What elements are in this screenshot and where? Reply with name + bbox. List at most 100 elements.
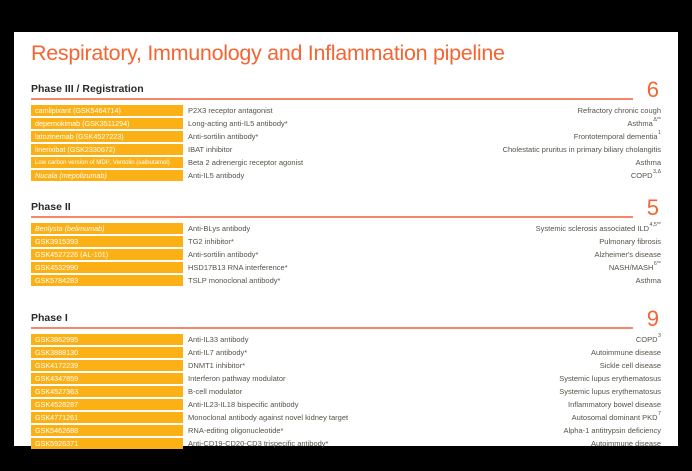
indication-cell: Asthma Δ** <box>627 117 661 130</box>
indication-text: Sickle cell disease <box>599 360 661 370</box>
mechanism-cell: Anti-IL7 antibody* <box>188 347 248 357</box>
indication-cell: Systemic lupus erythematosus <box>559 373 661 385</box>
indication-cell: Autoimmune disease <box>591 438 661 450</box>
pipeline-row: GSK5784283 TSLP monoclonal antibody* Asthm… <box>31 274 661 287</box>
mechanism-cell: IBAT inhibitor <box>188 144 233 154</box>
phase-divider-line <box>31 216 633 218</box>
mechanism-cell: Interferon pathway modulator <box>188 373 286 383</box>
drug-name-cell: GSK4771261 <box>31 411 183 423</box>
pipeline-row: GSK4527363 B-cell modulator Systemic lupus… <box>31 385 661 398</box>
pipeline-row: GSK4347859 Interferon pathway modulator Sy… <box>31 372 661 385</box>
phase-asset-count: 5 <box>646 195 659 220</box>
phase-divider-line <box>31 98 633 100</box>
indication-cell: Alpha-1 antitrypsin deficiency <box>563 425 661 437</box>
indication-text: Frontotemporal dementia <box>573 131 658 141</box>
indication-text: Systemic lupus erythematosus <box>559 386 661 396</box>
phase-sections: Phase III / Registration 6 camlipixant (GS… <box>31 78 662 450</box>
phase-asset-count: 9 <box>646 306 659 331</box>
drug-name-cell: GSK3915393 <box>31 235 183 247</box>
phase-title: Phase I <box>31 312 68 324</box>
mechanism-cell: Anti-IL33 antibody <box>188 334 249 344</box>
indication-cell: NASH/MASH 6** <box>608 261 661 274</box>
phase-section: Phase II 5 Benlysta (belimumab) Anti-BLys a… <box>31 196 662 287</box>
drug-name-cell: Low carbon version of MDI², Ventolin (sa… <box>31 156 183 168</box>
indication-text: Autoimmune disease <box>590 347 661 357</box>
indication-text: Systemic sclerosis associated ILD <box>535 223 649 233</box>
indication-cell: Pulmonary fibrosis <box>599 236 661 248</box>
drug-name-cell: GSK5926371 <box>31 437 183 449</box>
phase-rows: camlipixant (GSK5464714) P2X3 receptor an… <box>31 104 661 181</box>
phase-section: Phase III / Registration 6 camlipixant (GS… <box>31 78 661 181</box>
indication-cell: Alzheimer's disease <box>595 249 661 261</box>
drug-name-cell: GSK4347859 <box>31 372 183 384</box>
pipeline-row: Low carbon version of MDI², Ventolin (sa… <box>31 156 661 168</box>
pipeline-row: GSK4528287 Anti-IL23-IL18 bispecific anti… <box>31 398 661 411</box>
indication-cell: COPD 3 <box>636 333 661 346</box>
phase-title: Phase II <box>31 201 71 213</box>
pipeline-row: linerixibat (GSK2330672) IBAT inhibitor Ch… <box>31 143 661 155</box>
indication-cell: Sickle cell disease <box>600 360 661 372</box>
drug-name-cell: camlipixant (GSK5464714) <box>31 104 183 116</box>
pipeline-row: GSK5926371 Anti-CD19-CD20-CD3 trispecific… <box>31 437 661 450</box>
indication-footnote: Δ** <box>653 117 661 124</box>
indication-footnote: 3,Δ <box>653 169 661 176</box>
mechanism-cell: RNA-editing oligonucleotide* <box>188 425 284 435</box>
indication-cell: Refractory chronic cough <box>578 105 661 117</box>
indication-text: Cholestatic pruritus in primary biliary … <box>502 144 661 154</box>
pipeline-row: GSK3888130 Anti-IL7 antibody* Autoimmune d… <box>31 346 661 358</box>
phase-asset-count: 6 <box>646 77 659 102</box>
pipeline-row: latozinemab (GSK4527223) Anti-sortilin an… <box>31 130 661 143</box>
pipeline-row: Benlysta (belimumab) Anti-BLys antibody Sy… <box>31 222 662 235</box>
pipeline-row: GSK4771261 Monoclonal antibody against no… <box>31 411 661 424</box>
pipeline-row: camlipixant (GSK5464714) P2X3 receptor an… <box>31 104 661 117</box>
mechanism-cell: Anti-CD19-CD20-CD3 trispecific antibody* <box>188 438 329 448</box>
phase-title: Phase III / Registration <box>31 83 144 95</box>
drug-name-cell: GSK5784283 <box>31 274 183 286</box>
indication-cell: Systemic lupus erythematosus <box>559 386 661 398</box>
indication-text: Autoimmune disease <box>590 438 661 448</box>
indication-text: Asthma <box>635 157 661 167</box>
indication-footnote: 7 <box>658 411 661 418</box>
indication-cell: Inflammatory bowel disease <box>568 399 661 411</box>
pipeline-row: Nucala (mepolizumab) Anti-IL5 antibody COP… <box>31 169 661 181</box>
pipeline-row: GSK3862995 Anti-IL33 antibody COPD 3 <box>31 333 661 346</box>
pipeline-row: GSK4532990 HSD17B13 RNA interference* NASH… <box>31 261 661 274</box>
drug-name-cell: GSK4172239 <box>31 359 183 371</box>
mechanism-cell: Monoclonal antibody against novel kidney… <box>188 412 349 422</box>
indication-text: Autosomal dominant PKD <box>571 412 658 422</box>
indication-text: Refractory chronic cough <box>577 105 661 115</box>
phase-header: Phase I 9 <box>31 307 661 331</box>
indication-text: Asthma <box>635 275 661 285</box>
drug-name-cell: latozinemab (GSK4527223) <box>31 130 183 142</box>
indication-text: COPD <box>630 170 653 180</box>
indication-footnote: 6** <box>653 261 661 268</box>
drug-name-cell: GSK3888130 <box>31 346 183 358</box>
phase-rows: Benlysta (belimumab) Anti-BLys antibody Sy… <box>31 222 662 287</box>
drug-name-cell: GSK4527363 <box>31 385 183 397</box>
drug-name-cell: GSK4528287 <box>31 398 183 410</box>
mechanism-cell: Beta 2 adrenergic receptor agonist <box>188 157 304 167</box>
indication-footnote: 4,5** <box>649 222 662 229</box>
indication-cell: Asthma <box>636 275 661 287</box>
phase-divider-line <box>31 327 633 329</box>
indication-text: NASH/MASH <box>608 262 654 272</box>
indication-footnote: 3 <box>658 333 661 340</box>
indication-text: Inflammatory bowel disease <box>568 399 661 409</box>
indication-text: Alzheimer's disease <box>594 249 661 259</box>
pipeline-slide: Respiratory, Immunology and Inflammation… <box>14 32 678 450</box>
mechanism-cell: Anti-sortilin antibody* <box>188 131 259 141</box>
drug-name-cell: GSK3862995 <box>31 333 183 345</box>
indication-cell: Autosomal dominant PKD 7 <box>571 411 661 424</box>
mechanism-cell: TG2 inhibitor* <box>188 236 234 246</box>
indication-text: Asthma <box>627 118 653 128</box>
phase-header: Phase III / Registration 6 <box>31 78 661 102</box>
phase-rows: GSK3862995 Anti-IL33 antibody COPD 3 GSK3888… <box>31 333 661 450</box>
pipeline-row: GSK5462688 RNA-editing oligonucleotide* Al… <box>31 424 661 437</box>
indication-cell: Systemic sclerosis associated ILD 4,5** <box>535 222 662 235</box>
pipeline-row: GSK4172239 DNMT1 inhibitor* Sickle cell di… <box>31 359 661 372</box>
indication-text: Pulmonary fibrosis <box>599 236 661 246</box>
drug-name-cell: GSK4527226 (AL-101) <box>31 248 183 260</box>
indication-cell: Frontotemporal dementia 1 <box>573 130 661 143</box>
pipeline-row: depemokimab (GSK3511294) Long-acting anti… <box>31 117 661 130</box>
pipeline-row: GSK3915393 TG2 inhibitor* Pulmonary fibros… <box>31 235 661 248</box>
